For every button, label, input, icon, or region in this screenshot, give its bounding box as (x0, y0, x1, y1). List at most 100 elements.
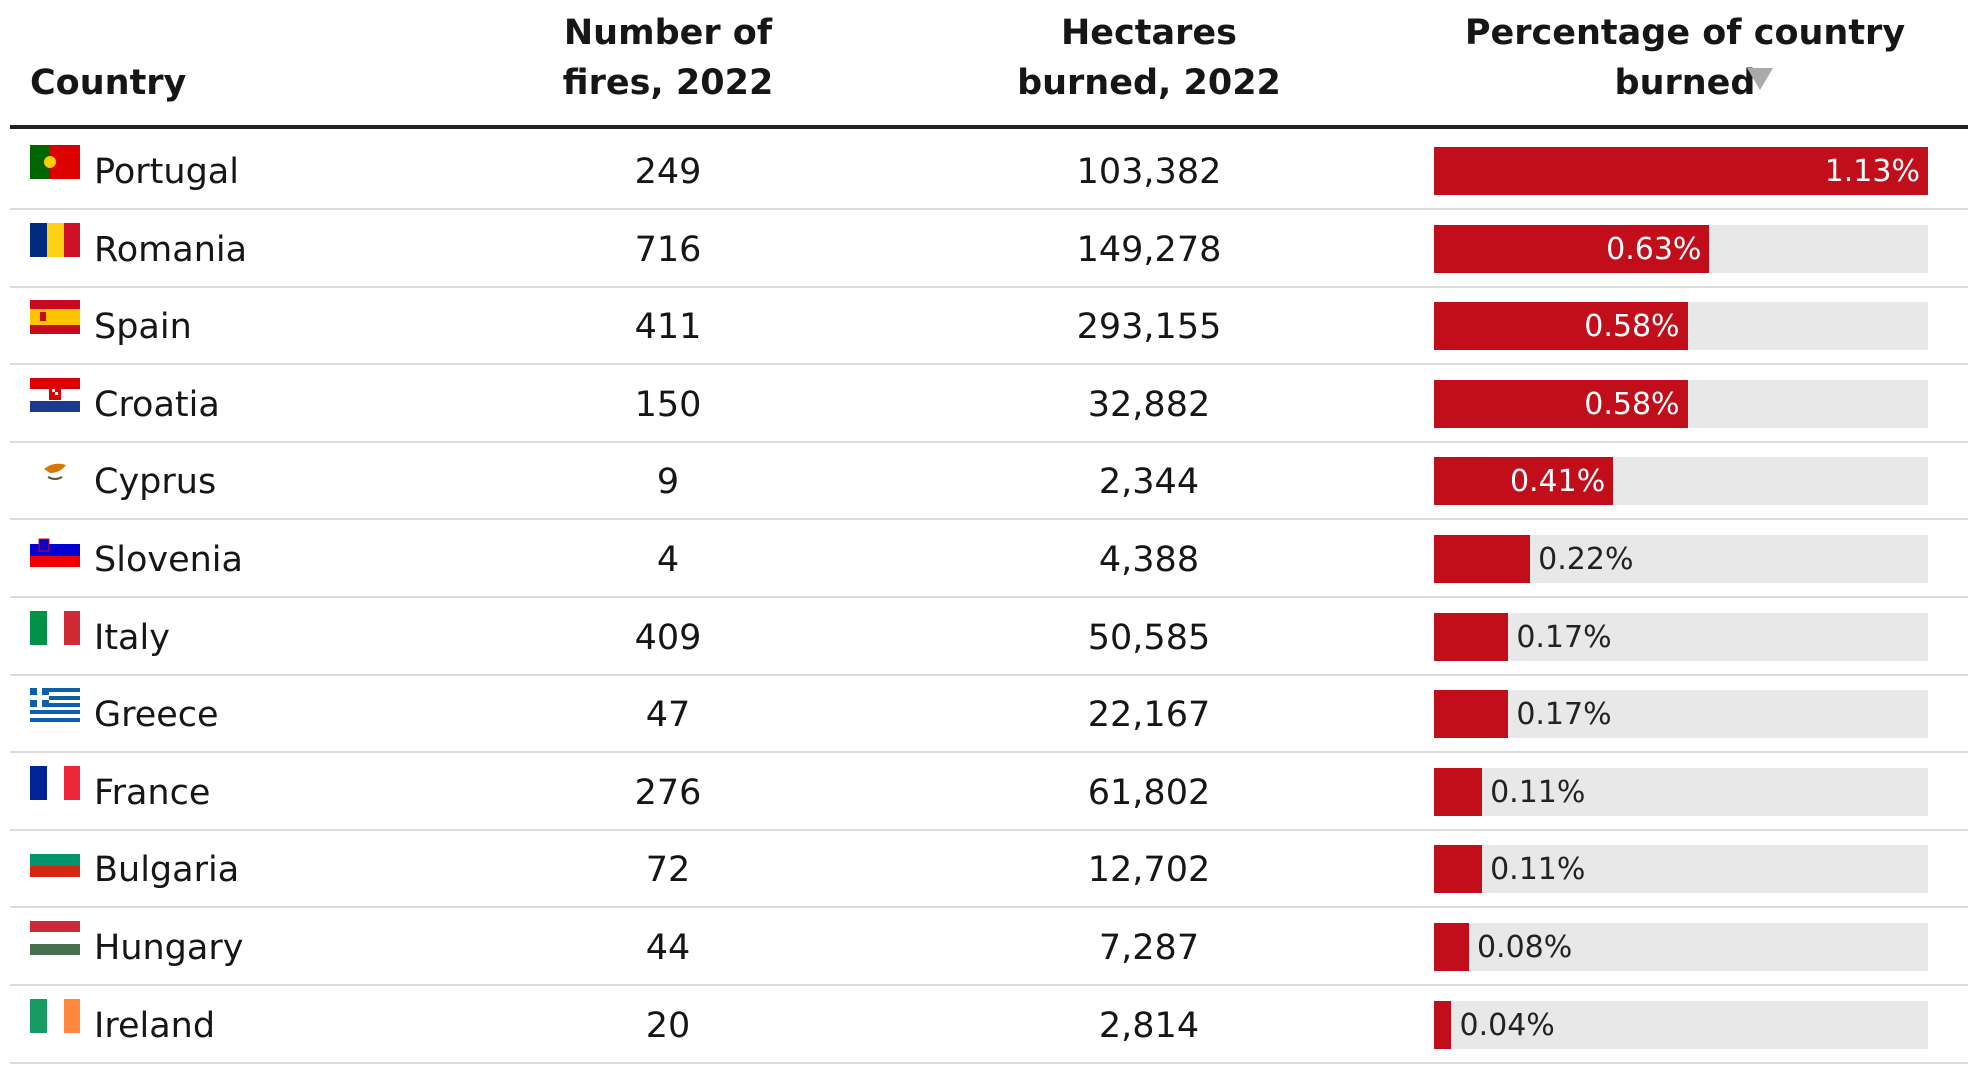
table-row: Greece 47 22,167 0.17% (10, 674, 1968, 754)
country-name: Greece (94, 695, 219, 736)
bar-track: 0.11% (1434, 845, 1928, 894)
flag-icon (30, 843, 80, 878)
bar-track: 0.17% (1434, 612, 1928, 661)
table-row: Italy 409 50,585 0.17% (10, 597, 1968, 676)
table-row: Romania 716 149,278 0.63% (10, 209, 1968, 288)
percent-bar (1434, 1000, 1452, 1049)
hectares-value: 2,344 (1098, 462, 1200, 503)
table-row: Ireland 20 2,814 0.04% (10, 985, 1968, 1064)
percent-bar (1434, 612, 1509, 661)
flag-icon (30, 921, 80, 955)
fires-value: 249 (634, 152, 702, 192)
percent-bar (1434, 845, 1483, 894)
table-row: Slovenia 4 4,388 0.22% (10, 519, 1968, 598)
table-row: Portugal 249 103,382 1.13% (10, 131, 1968, 210)
bar-track: 0.58% (1434, 302, 1928, 351)
flag-icon (30, 377, 80, 412)
percent-bar (1434, 767, 1483, 816)
percent-label: 0.41% (1509, 464, 1606, 500)
percent-label: 0.58% (1584, 309, 1680, 345)
country-name: Slovenia (94, 540, 243, 580)
bar-track: 0.08% (1434, 923, 1928, 971)
flag-icon (30, 610, 80, 645)
country-name: Italy (94, 617, 170, 658)
fires-value: 44 (645, 928, 691, 968)
sort-arrow[interactable] (1747, 68, 1773, 92)
flag-icon (30, 688, 80, 723)
hectares-value: 7,287 (1098, 928, 1200, 968)
country-name: Cyprus (94, 462, 217, 503)
percent-label: 0.17% (1516, 697, 1612, 733)
percent-bar (1434, 535, 1531, 583)
country-name: Romania (94, 229, 248, 270)
percent-bar (1434, 379, 1688, 428)
flag-icon (30, 765, 80, 800)
country-name: Hungary (94, 928, 244, 968)
country-name: Croatia (94, 384, 220, 425)
bar-track: 0.22% (1434, 535, 1928, 583)
percent-label: 0.17% (1516, 619, 1612, 655)
table-row: Cyprus 9 2,344 0.41% (10, 441, 1968, 521)
flag-icon (30, 300, 80, 335)
table-row: Bulgaria 72 12,702 0.11% (10, 829, 1968, 909)
percent-label: 0.11% (1490, 852, 1586, 888)
table-row: France 276 61,802 0.11% (10, 752, 1968, 831)
percent-bar (1434, 690, 1509, 739)
fires-value: 47 (645, 695, 691, 736)
percent-bar (1434, 224, 1710, 273)
percent-label: 0.63% (1606, 231, 1702, 267)
percent-bar (1434, 923, 1469, 971)
fires-value: 411 (634, 307, 702, 348)
flag-icon (30, 145, 80, 179)
percent-label: 1.13% (1824, 154, 1920, 189)
flag-icon (30, 533, 80, 567)
hectares-value: 50,585 (1087, 617, 1211, 658)
bar-track: 0.58% (1434, 379, 1928, 428)
bar-track: 0.17% (1434, 690, 1928, 739)
country-name: Portugal (94, 152, 239, 192)
percent-bar (1434, 457, 1614, 506)
flag-icon (30, 998, 80, 1033)
flag-icon (30, 455, 80, 490)
hectares-value: 61,802 (1087, 772, 1211, 813)
percent-label: 0.22% (1538, 542, 1634, 577)
bar-track: 0.41% (1434, 457, 1928, 506)
hectares-value: 149,278 (1076, 229, 1222, 270)
hectares-value: 4,388 (1098, 540, 1200, 580)
fires-value: 409 (634, 617, 702, 658)
header-percent[interactable]: Percentage of country burned (1464, 13, 1906, 103)
bar-track: 0.63% (1434, 224, 1928, 273)
fires-value: 72 (645, 850, 691, 891)
country-name: Bulgaria (94, 850, 240, 891)
bar-track: 0.04% (1434, 1000, 1928, 1049)
country-name: Ireland (94, 1005, 216, 1046)
hectares-value: 2,814 (1098, 1005, 1200, 1046)
percent-label: 0.04% (1459, 1007, 1555, 1043)
percent-label: 0.58% (1584, 386, 1680, 422)
percent-bar (1434, 302, 1688, 351)
table-row: Hungary 44 7,287 0.08% (10, 907, 1968, 986)
header-country: Country (30, 63, 187, 103)
table-row: Croatia 150 32,882 0.58% (10, 364, 1968, 443)
fires-value: 4 (656, 540, 680, 580)
hectares-value: 22,167 (1087, 695, 1211, 736)
country-name: France (94, 772, 211, 813)
fires-value: 9 (656, 462, 680, 503)
fires-value: 276 (634, 772, 702, 813)
hectares-value: 12,702 (1087, 850, 1211, 891)
header-hectares: Hectares burned, 2022 (1017, 13, 1281, 103)
percent-label: 0.11% (1490, 774, 1586, 810)
fires-value: 20 (645, 1005, 691, 1046)
hectares-value: 293,155 (1076, 307, 1222, 348)
flag-icon (30, 222, 80, 257)
fires-value: 716 (634, 229, 702, 270)
bar-track: 0.11% (1434, 767, 1928, 816)
percent-label: 0.08% (1476, 930, 1573, 965)
table-row: Spain 411 293,155 0.58% (10, 286, 1968, 366)
header-rule (10, 125, 1968, 129)
header-fires: Number of fires, 2022 (562, 13, 774, 103)
hectares-value: 103,382 (1076, 152, 1222, 192)
percent-bar (1434, 147, 1928, 195)
country-name: Spain (94, 307, 192, 348)
